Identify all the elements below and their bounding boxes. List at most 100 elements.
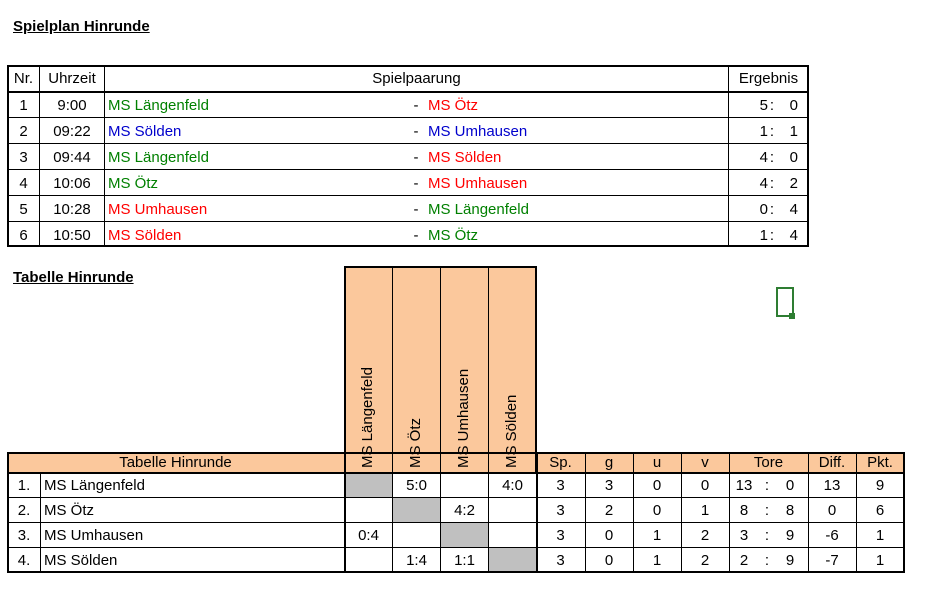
header-ergebnis[interactable]: Ergebnis xyxy=(738,70,799,87)
result-away: 4 xyxy=(789,201,798,218)
match-result: 5:0 xyxy=(406,476,427,494)
games-played: 3 xyxy=(556,526,565,544)
rank: 1. xyxy=(17,476,31,494)
header-tore[interactable]: Tore xyxy=(753,453,784,471)
cell-cursor[interactable] xyxy=(776,287,794,317)
header-sp[interactable]: Sp. xyxy=(549,453,572,471)
header-g[interactable]: g xyxy=(604,453,614,471)
match-result xyxy=(345,548,392,572)
column-separator xyxy=(633,452,634,572)
team-column-header[interactable]: MS Ötz xyxy=(407,417,424,468)
match-nr: 4 xyxy=(19,175,28,192)
result-colon: : xyxy=(769,149,775,166)
header-spielpaarung[interactable]: Spielpaarung xyxy=(372,70,461,87)
away-team: MS Sölden xyxy=(428,149,502,166)
draws: 1 xyxy=(652,526,662,544)
match-time: 10:28 xyxy=(53,201,91,218)
match-result xyxy=(345,498,392,522)
result-colon: : xyxy=(769,201,775,218)
wins: 3 xyxy=(604,476,614,494)
goals-colon: : xyxy=(764,551,770,569)
result-colon: : xyxy=(769,123,775,140)
column-separator xyxy=(440,266,441,572)
goals-against: 9 xyxy=(785,526,795,544)
header-nr[interactable]: Nr. xyxy=(13,70,34,87)
tabelle-title: Tabelle Hinrunde xyxy=(13,269,134,286)
header-separator xyxy=(7,472,904,474)
column-separator xyxy=(585,452,586,572)
goal-difference: 13 xyxy=(823,476,841,494)
match-result xyxy=(489,523,536,547)
match-result xyxy=(393,498,440,522)
column-separator xyxy=(104,65,105,246)
goals-for: 2 xyxy=(739,551,749,569)
diagonal-cell xyxy=(441,523,488,547)
rank: 4. xyxy=(17,551,31,569)
header-diff[interactable]: Diff. xyxy=(818,453,846,471)
match-result xyxy=(489,498,536,522)
header-pkt[interactable]: Pkt. xyxy=(867,453,893,471)
header-u[interactable]: u xyxy=(652,453,662,471)
match-result: 4:2 xyxy=(454,501,475,519)
away-team: MS Ötz xyxy=(428,227,479,244)
column-separator xyxy=(808,452,809,572)
goals-against: 8 xyxy=(785,501,795,519)
team-column-header[interactable]: MS Längenfeld xyxy=(359,367,376,468)
match-result xyxy=(489,548,536,572)
points: 1 xyxy=(875,526,885,544)
result-home: 4 xyxy=(759,149,768,166)
draws: 0 xyxy=(652,476,662,494)
versus-dash: - xyxy=(413,227,419,244)
result-home: 0 xyxy=(759,201,768,218)
match-time: 09:44 xyxy=(53,149,91,166)
header-v[interactable]: v xyxy=(701,453,709,471)
result-home: 4 xyxy=(759,175,768,192)
home-team: MS Sölden xyxy=(108,123,182,140)
losses: 1 xyxy=(700,501,710,519)
header-uhrzeit[interactable]: Uhrzeit xyxy=(48,70,96,87)
match-result: 1:1 xyxy=(454,551,475,569)
goals-for: 3 xyxy=(739,526,749,544)
match-nr: 3 xyxy=(19,149,28,166)
header-tabelle[interactable]: Tabelle Hinrunde xyxy=(119,453,232,471)
goal-difference: 0 xyxy=(827,501,837,519)
column-separator xyxy=(39,65,40,246)
points: 6 xyxy=(875,501,885,519)
spielplan-border xyxy=(7,65,809,247)
goals-for: 13 xyxy=(735,476,753,494)
row-separator xyxy=(7,195,808,196)
goals-colon: : xyxy=(764,476,770,494)
points: 9 xyxy=(875,476,885,494)
column-separator xyxy=(728,65,729,246)
match-time: 09:22 xyxy=(53,123,91,140)
versus-dash: - xyxy=(413,201,419,218)
fill-handle[interactable] xyxy=(789,313,795,319)
column-separator xyxy=(729,452,730,572)
header-separator xyxy=(7,91,808,93)
match-result xyxy=(393,523,440,547)
goals-against: 9 xyxy=(785,551,795,569)
result-away: 2 xyxy=(789,175,798,192)
team-column-header[interactable]: MS Sölden xyxy=(503,394,520,468)
home-team: MS Längenfeld xyxy=(108,97,209,114)
diagonal-cell xyxy=(393,498,440,522)
team-name: MS Sölden xyxy=(44,551,118,569)
match-result: 4:0 xyxy=(502,476,523,494)
match-result xyxy=(441,473,488,497)
rank: 3. xyxy=(17,526,31,544)
column-separator xyxy=(681,452,682,572)
row-separator xyxy=(7,221,808,222)
result-away: 0 xyxy=(789,149,798,166)
games-played: 3 xyxy=(556,551,565,569)
wins: 0 xyxy=(604,526,614,544)
match-nr: 6 xyxy=(19,227,28,244)
away-team: MS Längenfeld xyxy=(428,201,529,218)
result-home: 1 xyxy=(759,123,768,140)
match-time: 10:06 xyxy=(53,175,91,192)
row-separator xyxy=(7,169,808,170)
match-nr: 1 xyxy=(19,97,28,114)
match-result: 1:4 xyxy=(406,551,427,569)
home-team: MS Ötz xyxy=(108,175,159,192)
points: 1 xyxy=(875,551,885,569)
team-column-header[interactable]: MS Umhausen xyxy=(455,368,472,468)
